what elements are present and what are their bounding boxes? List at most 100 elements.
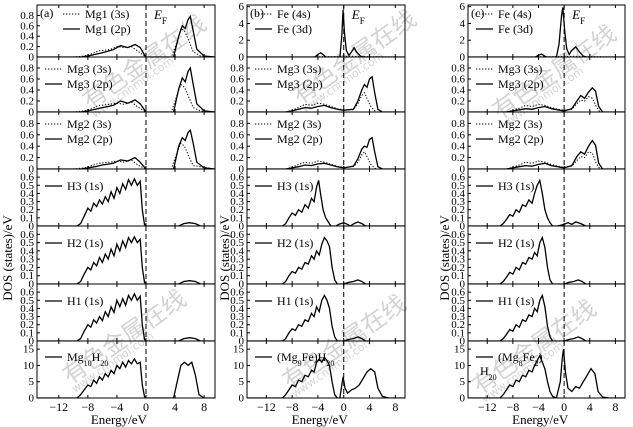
y-tick-label: 0 bbox=[239, 279, 245, 291]
y-tick-label: 0.3 bbox=[451, 254, 465, 266]
fermi-label: EF bbox=[571, 7, 585, 26]
legend-label: H3 (1s) bbox=[67, 179, 103, 193]
column-a: 00.20.40.60.8 Mg1 (3s)Mg1 (2p)00.20.40.60… bbox=[0, 4, 216, 427]
series-line-solid bbox=[468, 7, 625, 57]
legend-label: Fe (3d) bbox=[498, 22, 533, 36]
y-tick-label: 0.4 bbox=[20, 245, 34, 257]
y-tick-label: 0.8 bbox=[230, 118, 244, 130]
y-tick-label: 0 bbox=[29, 164, 35, 176]
x-tick-label: 0 bbox=[561, 400, 567, 414]
y-tick-label: 0.4 bbox=[451, 141, 465, 153]
y-tick-label: 0 bbox=[239, 164, 245, 176]
y-tick-label: 0.4 bbox=[230, 303, 244, 315]
series-line-solid bbox=[247, 75, 405, 112]
legend-label: Mg3 (2p) bbox=[498, 77, 544, 91]
panel-mg2: 00.20.40.60.8 Mg2 (3s)Mg2 (2p) bbox=[451, 111, 626, 176]
y-tick-label: 0.4 bbox=[20, 188, 34, 200]
panel-h3: 00.10.20.30.40.50.6 H3 (1s) bbox=[20, 168, 216, 233]
panel-mg2: 00.20.40.60.8 Mg2 (3s)Mg2 (2p) bbox=[20, 111, 216, 176]
series-line-dotted bbox=[37, 142, 215, 169]
panel-h2: 00.10.20.30.40.50.6 H2 (1s) bbox=[451, 225, 626, 291]
y-tick-label: 0 bbox=[29, 52, 35, 64]
panel-mg3: 00.20.40.60.8 Mg3 (3s)Mg3 (2p) bbox=[451, 56, 626, 119]
series-line-solid bbox=[37, 177, 215, 226]
y-tick-label: 0.8 bbox=[230, 63, 244, 75]
legend-label: Fe (4s) bbox=[498, 7, 532, 21]
y-tick-label: 5 bbox=[239, 376, 245, 388]
legend-label: H2 (1s) bbox=[67, 236, 103, 250]
y-tick-label: 0.2 bbox=[230, 262, 244, 274]
panel-h1: 00.10.20.30.40.50.6 H1 (1s) bbox=[451, 283, 626, 348]
y-tick-label: 15 bbox=[23, 344, 35, 356]
y-tick-label: 0.1 bbox=[451, 212, 465, 224]
y-tick-label: 0.6 bbox=[230, 74, 244, 86]
y-tick-label: 0.3 bbox=[20, 254, 34, 266]
series-line-solid bbox=[468, 349, 625, 398]
y-tick-label: 10 bbox=[454, 360, 466, 372]
series-line-solid bbox=[468, 178, 625, 226]
y-tick-label: 0.4 bbox=[451, 303, 465, 315]
legend-label: H1 (1s) bbox=[67, 294, 103, 308]
y-tick-label: 0 bbox=[29, 393, 35, 405]
panel-mg3: 00.20.40.60.8 Mg3 (3s)Mg3 (2p) bbox=[20, 56, 216, 119]
legend-label: Mg1 (2p) bbox=[85, 22, 131, 36]
y-tick-label: 0.6 bbox=[20, 129, 34, 141]
y-tick-label: 0.2 bbox=[230, 319, 244, 331]
y-tick-label: 0.4 bbox=[20, 31, 34, 43]
panel-total: 0 5 10 15 (Mg8Fe2)H20 bbox=[454, 340, 626, 405]
column-label: (b) bbox=[250, 6, 264, 20]
y-tick-label: 0.1 bbox=[20, 327, 34, 339]
y-tick-label: 2 bbox=[239, 35, 245, 47]
legend-label: Mg2 (2p) bbox=[67, 132, 113, 146]
legend-label: Mg3 (3s) bbox=[67, 62, 111, 76]
column-label: (c) bbox=[471, 6, 484, 20]
legend-label: Mg2 (3s) bbox=[67, 117, 111, 131]
y-tick-label: 0.6 bbox=[230, 287, 244, 299]
series-line-solid bbox=[468, 139, 625, 169]
panel-frame bbox=[36, 340, 216, 399]
legend-label: Mg10H20 bbox=[67, 350, 108, 368]
fermi-label: EF bbox=[351, 7, 365, 26]
series-line-solid bbox=[468, 293, 625, 341]
series-line-solid bbox=[247, 9, 405, 57]
legend-label: H3 (1s) bbox=[498, 179, 534, 193]
y-tick-label: 0.1 bbox=[20, 270, 34, 282]
x-axis-title: Energy/eV bbox=[512, 412, 569, 427]
y-tick-label: 0.4 bbox=[451, 245, 465, 257]
legend-label: Mg2 (3s) bbox=[277, 117, 321, 131]
y-tick-label: 6 bbox=[460, 1, 466, 13]
y-tick-label: 0.6 bbox=[230, 229, 244, 241]
legend-label: (Mg8Fe2) bbox=[498, 350, 543, 368]
y-tick-label: 0 bbox=[29, 279, 35, 291]
y-tick-label: 0.1 bbox=[451, 327, 465, 339]
x-tick-label: −12 bbox=[49, 400, 68, 414]
y-tick-label: 0.6 bbox=[451, 172, 465, 184]
y-tick-label: 0.4 bbox=[230, 245, 244, 257]
y-tick-label: 0.5 bbox=[451, 180, 465, 192]
y-tick-label: 0.1 bbox=[451, 270, 465, 282]
y-tick-label: 15 bbox=[454, 344, 466, 356]
y-axis-title: DOS (states)/eV bbox=[0, 215, 15, 301]
y-tick-label: 0.5 bbox=[20, 295, 34, 307]
y-tick-label: 0.2 bbox=[451, 152, 465, 164]
y-tick-label: 0.2 bbox=[451, 262, 465, 274]
series-line-solid bbox=[37, 66, 215, 112]
y-tick-label: 0.6 bbox=[20, 74, 34, 86]
x-tick-label: −12 bbox=[257, 400, 276, 414]
legend-label: H1 (1s) bbox=[498, 294, 534, 308]
y-tick-label: 0.3 bbox=[451, 196, 465, 208]
y-tick-label: 0 bbox=[29, 336, 35, 348]
series-line-dotted bbox=[37, 27, 215, 57]
y-tick-label: 0.2 bbox=[20, 262, 34, 274]
panel-mg3: 00.20.40.60.8 Mg3 (3s)Mg3 (2p) bbox=[230, 56, 406, 119]
y-tick-label: 0.6 bbox=[230, 129, 244, 141]
y-tick-label: 0.6 bbox=[20, 229, 34, 241]
y-tick-label: 0.6 bbox=[20, 172, 34, 184]
y-tick-label: 0 bbox=[460, 279, 466, 291]
y-tick-label: 0.8 bbox=[451, 118, 465, 130]
x-tick-label: −8 bbox=[286, 400, 299, 414]
x-tick-label: 8 bbox=[201, 400, 207, 414]
